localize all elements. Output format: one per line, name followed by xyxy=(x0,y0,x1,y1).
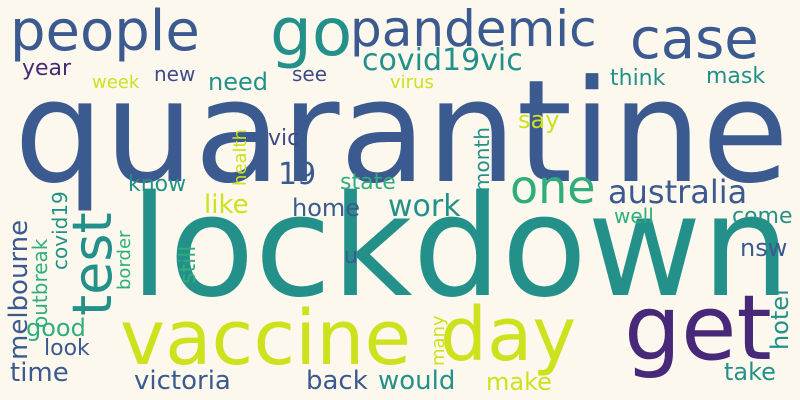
word-say: say xyxy=(518,106,560,134)
word-think: think xyxy=(610,66,666,91)
word-state: state xyxy=(340,170,396,195)
word-would: would xyxy=(378,366,456,396)
word-u: u xyxy=(344,244,358,269)
word-take: take xyxy=(724,358,776,386)
word-19: 19 xyxy=(278,157,317,192)
word-victoria: victoria xyxy=(134,366,231,396)
word-good: good xyxy=(26,314,86,342)
word-get: get xyxy=(624,276,772,381)
word-lockdown: lockdown xyxy=(130,166,791,329)
word-look: look xyxy=(44,336,90,361)
word-border: border xyxy=(114,230,135,290)
word-covid19vic: covid19vic xyxy=(362,43,523,78)
word-new: new xyxy=(154,62,196,86)
word-come: come xyxy=(732,204,793,229)
word-like: like xyxy=(204,190,249,220)
word-back: back xyxy=(306,366,368,396)
word-covid19: covid19 xyxy=(48,191,72,270)
word-mask: mask xyxy=(706,64,766,89)
word-vic: vic xyxy=(268,126,300,151)
word-well: well xyxy=(614,204,654,228)
word-test: test xyxy=(61,212,124,316)
word-go: go xyxy=(270,0,353,71)
word-hotel: hotel xyxy=(766,289,794,350)
word-year: year xyxy=(22,56,72,81)
word-quarantine: quarantine xyxy=(14,50,790,215)
word-health: health xyxy=(230,129,251,186)
word-australia: australia xyxy=(608,173,748,211)
word-know: know xyxy=(128,172,187,197)
word-home: home xyxy=(292,194,361,222)
word-virus: virus xyxy=(390,72,434,93)
word-still: still xyxy=(176,245,201,284)
word-make: make xyxy=(486,368,552,396)
word-month: month xyxy=(470,127,494,192)
word-one: one xyxy=(510,160,596,214)
word-time: time xyxy=(10,358,69,388)
word-many: many xyxy=(428,315,449,366)
word-see: see xyxy=(292,62,328,86)
word-pandemic: pandemic xyxy=(350,0,597,58)
word-case: case xyxy=(630,7,759,72)
word-vaccine: vaccine xyxy=(120,293,412,382)
word-day: day xyxy=(440,292,577,378)
word-work: work xyxy=(388,189,461,224)
word-nsw: nsw xyxy=(740,234,788,262)
word-need: need xyxy=(208,68,268,96)
word-week: week xyxy=(92,72,140,93)
word-people: people xyxy=(10,0,200,64)
